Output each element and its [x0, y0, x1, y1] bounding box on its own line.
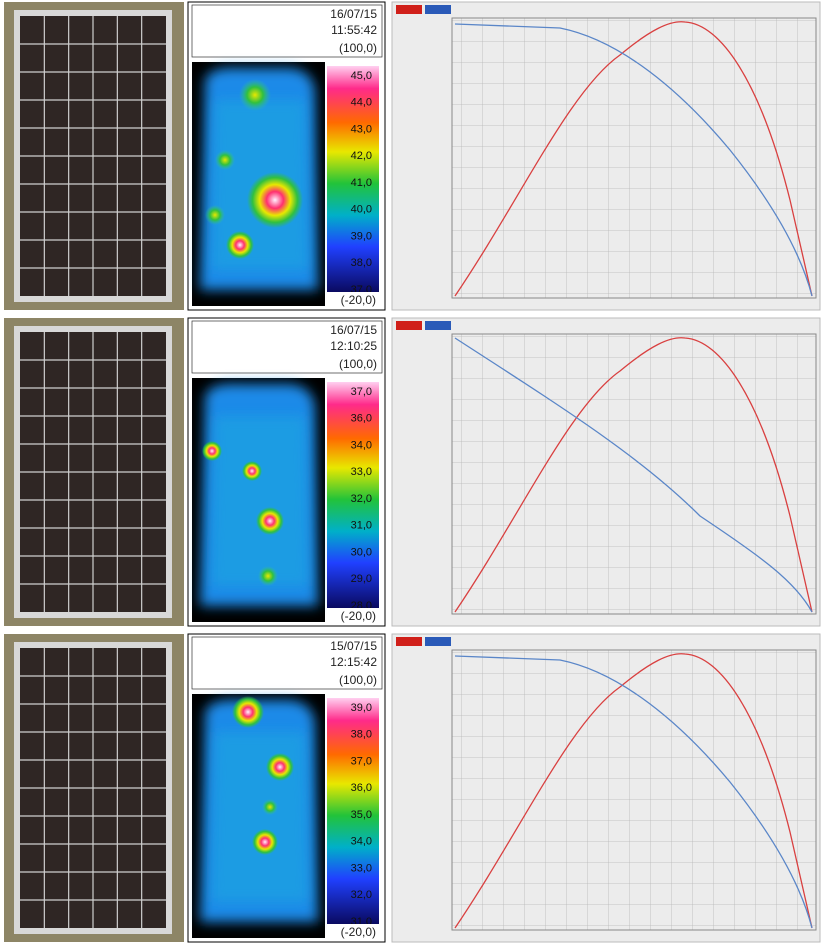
legend-red — [396, 637, 422, 646]
scale-min: (-20,0) — [341, 293, 376, 307]
scale-label: 37,0 — [351, 386, 372, 398]
scale-label: 38,0 — [351, 257, 372, 269]
time: 12:15:42 — [330, 655, 377, 669]
hotspot — [262, 799, 278, 815]
scale-label: 32,0 — [351, 889, 372, 901]
hotspot — [215, 150, 235, 170]
scale-max: (100,0) — [339, 357, 377, 371]
scale-label: 39,0 — [351, 702, 372, 714]
figure: 16/07/15 11:55:42 (100,0) 45,0 44,0 43,0 42,0 4… — [0, 0, 822, 946]
scale-label: 29,0 — [351, 573, 372, 585]
scale-label: 41,0 — [351, 177, 372, 189]
hotspot — [266, 753, 294, 781]
hotspot — [202, 441, 222, 461]
scale-max: (100,0) — [339, 41, 377, 55]
scale-label: 38,0 — [351, 729, 372, 741]
hotspot — [256, 507, 284, 535]
legend-blue — [425, 637, 451, 646]
hotspot — [205, 205, 225, 225]
scale-label: 45,0 — [351, 70, 372, 82]
date: 16/07/15 — [330, 7, 377, 21]
time: 12:10:25 — [330, 339, 377, 353]
scale-min: (-20,0) — [341, 925, 376, 939]
scale-max: (100,0) — [339, 673, 377, 687]
scale-label: 44,0 — [351, 97, 372, 109]
scale-label: 34,0 — [351, 439, 372, 451]
scale-label: 31,0 — [351, 520, 372, 532]
legend-red — [396, 5, 422, 14]
scale-label: 39,0 — [351, 230, 372, 242]
scale-label: 36,0 — [351, 782, 372, 794]
scale-label: 42,0 — [351, 150, 372, 162]
date: 15/07/15 — [330, 639, 377, 653]
legend-red — [396, 321, 422, 330]
hotspot — [232, 696, 264, 728]
panel-row: 16/07/15 12:10:25 (100,0) 37,0 36,0 34,0 33,0 3… — [4, 318, 820, 626]
scale-label: 35,0 — [351, 809, 372, 821]
hotspot — [252, 829, 278, 855]
scale-label: 32,0 — [351, 493, 372, 505]
date: 16/07/15 — [330, 323, 377, 337]
panel-heat-core — [212, 416, 308, 586]
scale-label: 40,0 — [351, 204, 372, 216]
panel-heat-core — [212, 732, 308, 902]
scale-label: 43,0 — [351, 123, 372, 135]
scale-label: 34,0 — [351, 836, 372, 848]
time: 11:55:42 — [331, 23, 377, 37]
scale-min: (-20,0) — [341, 609, 376, 623]
scale-label: 33,0 — [351, 466, 372, 478]
legend-blue — [425, 5, 451, 14]
plot-area — [452, 334, 816, 614]
hotspot — [247, 172, 303, 228]
scale-label: 37,0 — [351, 755, 372, 767]
hotspot — [226, 231, 254, 259]
hotspot — [242, 461, 262, 481]
hotspot — [239, 79, 271, 111]
hotspot — [258, 566, 278, 586]
scale-label: 30,0 — [351, 546, 372, 558]
legend-blue — [425, 321, 451, 330]
panel-row: 15/07/15 12:15:42 (100,0) 39,0 38,0 37,0 36,0 3… — [4, 634, 820, 942]
panel-row: 16/07/15 11:55:42 (100,0) 45,0 44,0 43,0 42,0 4… — [4, 2, 820, 310]
scale-label: 33,0 — [351, 862, 372, 874]
scale-label: 36,0 — [351, 413, 372, 425]
